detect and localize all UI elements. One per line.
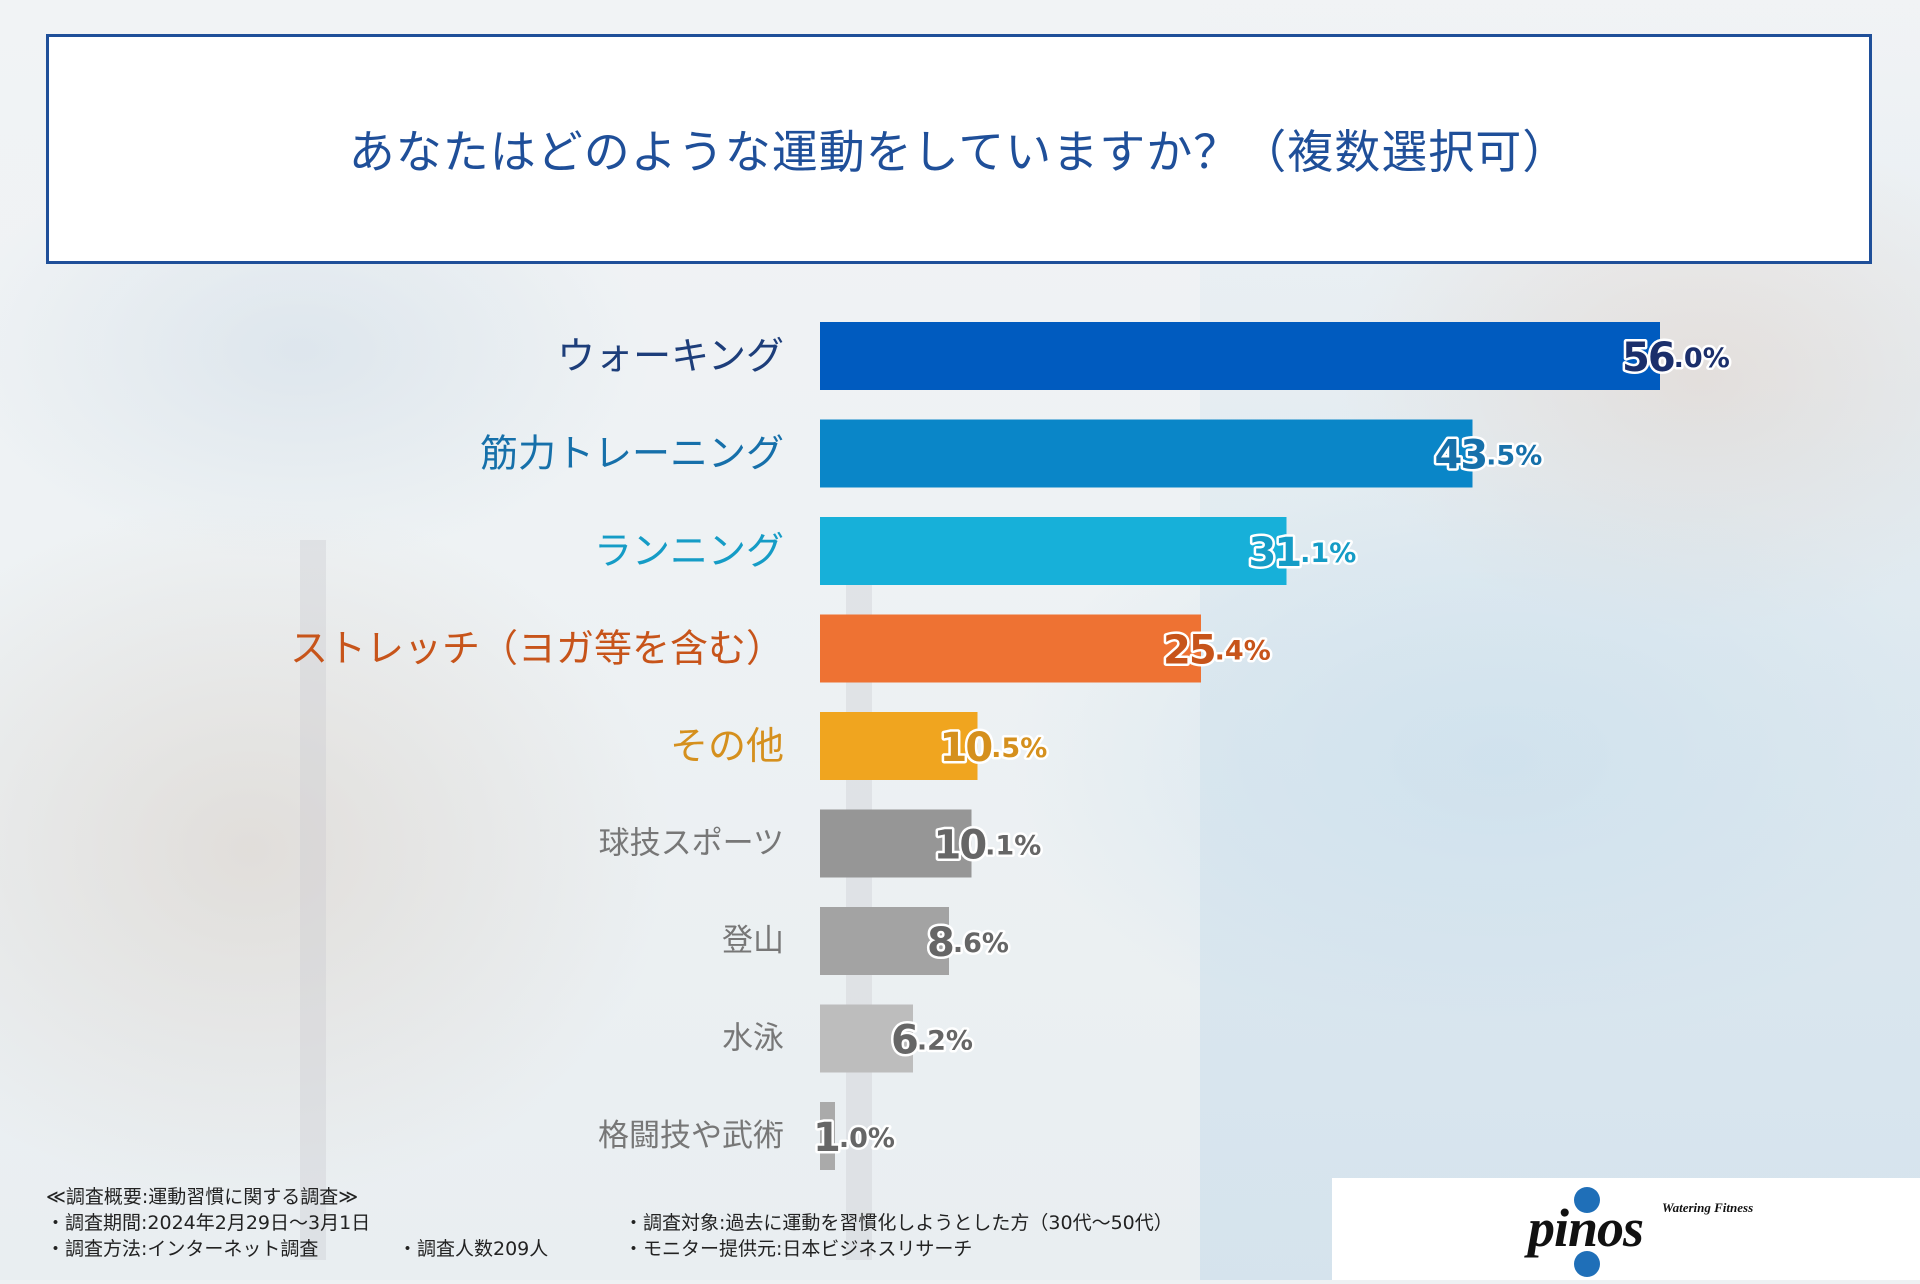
logo-dot-bottom <box>1574 1251 1600 1277</box>
value-label-decimal: .2% <box>917 1025 973 1056</box>
title-box: あなたはどのような運動をしていますか？（複数選択可） <box>46 34 1872 264</box>
footer-provider: ・モニター提供元:日本ビジネスリサーチ <box>624 1238 973 1260</box>
footer-method: ・調査方法:インターネット調査 <box>46 1238 319 1260</box>
value-label-decimal: .1% <box>985 830 1041 861</box>
value-label-integer: 56 <box>1622 335 1674 381</box>
bar <box>820 1004 913 1073</box>
bar <box>820 907 949 975</box>
value-label-integer: 31 <box>1249 530 1301 576</box>
value-label: 8.6% <box>927 920 1009 966</box>
category-label: ストレッチ（ヨガ等を含む） <box>290 627 784 671</box>
category-label: 登山 <box>722 923 784 959</box>
bar <box>820 614 1201 683</box>
category-label: ウォーキング <box>557 334 784 378</box>
value-label: 10.5% <box>940 725 1048 771</box>
category-label: 球技スポーツ <box>599 826 784 862</box>
bar <box>820 712 978 780</box>
survey-footer: ≪調査概要:運動習慣に関する調査≫ ・調査期間:2024年2月29日～3月1日 … <box>46 1184 1326 1274</box>
bar-chart: ウォーキング 56.0%筋力トレーニング 43.5%ランニング 31.1%ストレッチ（… <box>290 322 1732 1170</box>
logo-dot-top <box>1574 1187 1600 1213</box>
category-label: 水泳 <box>722 1021 784 1057</box>
category-label: 筋力トレーニング <box>480 432 784 476</box>
chart-title: あなたはどのような運動をしていますか？（複数選択可） <box>348 125 1570 179</box>
footer-heading: ≪調査概要:運動習慣に関する調査≫ <box>46 1186 359 1208</box>
footer-count: ・調査人数209人 <box>398 1238 549 1260</box>
value-label-decimal: .6% <box>953 928 1009 959</box>
value-label: 43.5% <box>1435 433 1543 479</box>
bar <box>820 517 1287 585</box>
value-label: 25.4% <box>1163 628 1271 674</box>
value-label-integer: 25 <box>1163 628 1215 674</box>
value-label: 31.1% <box>1249 530 1357 576</box>
pinos-logo: Watering Fitness pinos <box>1524 1187 1753 1277</box>
category-label: ランニング <box>594 529 784 573</box>
bar <box>820 1102 835 1170</box>
value-label-decimal: .1% <box>1300 538 1356 569</box>
footer-period: ・調査期間:2024年2月29日～3月1日 <box>46 1212 371 1234</box>
logo-tagline: Watering Fitness <box>1662 1200 1753 1215</box>
value-label-decimal: .4% <box>1215 635 1271 666</box>
logo-area: Watering Fitness pinos <box>1332 1178 1920 1280</box>
category-label: 格闘技や武術 <box>598 1118 784 1154</box>
value-label: 6.2% <box>891 1018 973 1064</box>
value-label-integer: 6 <box>891 1018 917 1064</box>
value-label-integer: 1 <box>813 1115 839 1161</box>
value-label-decimal: .5% <box>1486 440 1542 471</box>
value-label-decimal: .0% <box>1674 343 1730 374</box>
footer-target: ・調査対象:過去に運動を習慣化しようとした方（30代～50代） <box>624 1212 1173 1234</box>
value-label: 1.0% <box>813 1115 895 1161</box>
bar <box>820 322 1660 390</box>
value-label: 10.1% <box>934 823 1042 869</box>
value-label-integer: 8 <box>927 920 953 966</box>
bar <box>820 809 972 878</box>
value-label-decimal: .5% <box>991 733 1047 764</box>
value-label: 56.0% <box>1622 335 1730 381</box>
value-label-integer: 10 <box>940 725 992 771</box>
bar <box>820 419 1473 488</box>
value-label-integer: 43 <box>1435 433 1487 479</box>
value-label-decimal: .0% <box>839 1123 895 1154</box>
category-label: その他 <box>670 724 784 768</box>
value-label-integer: 10 <box>934 823 986 869</box>
